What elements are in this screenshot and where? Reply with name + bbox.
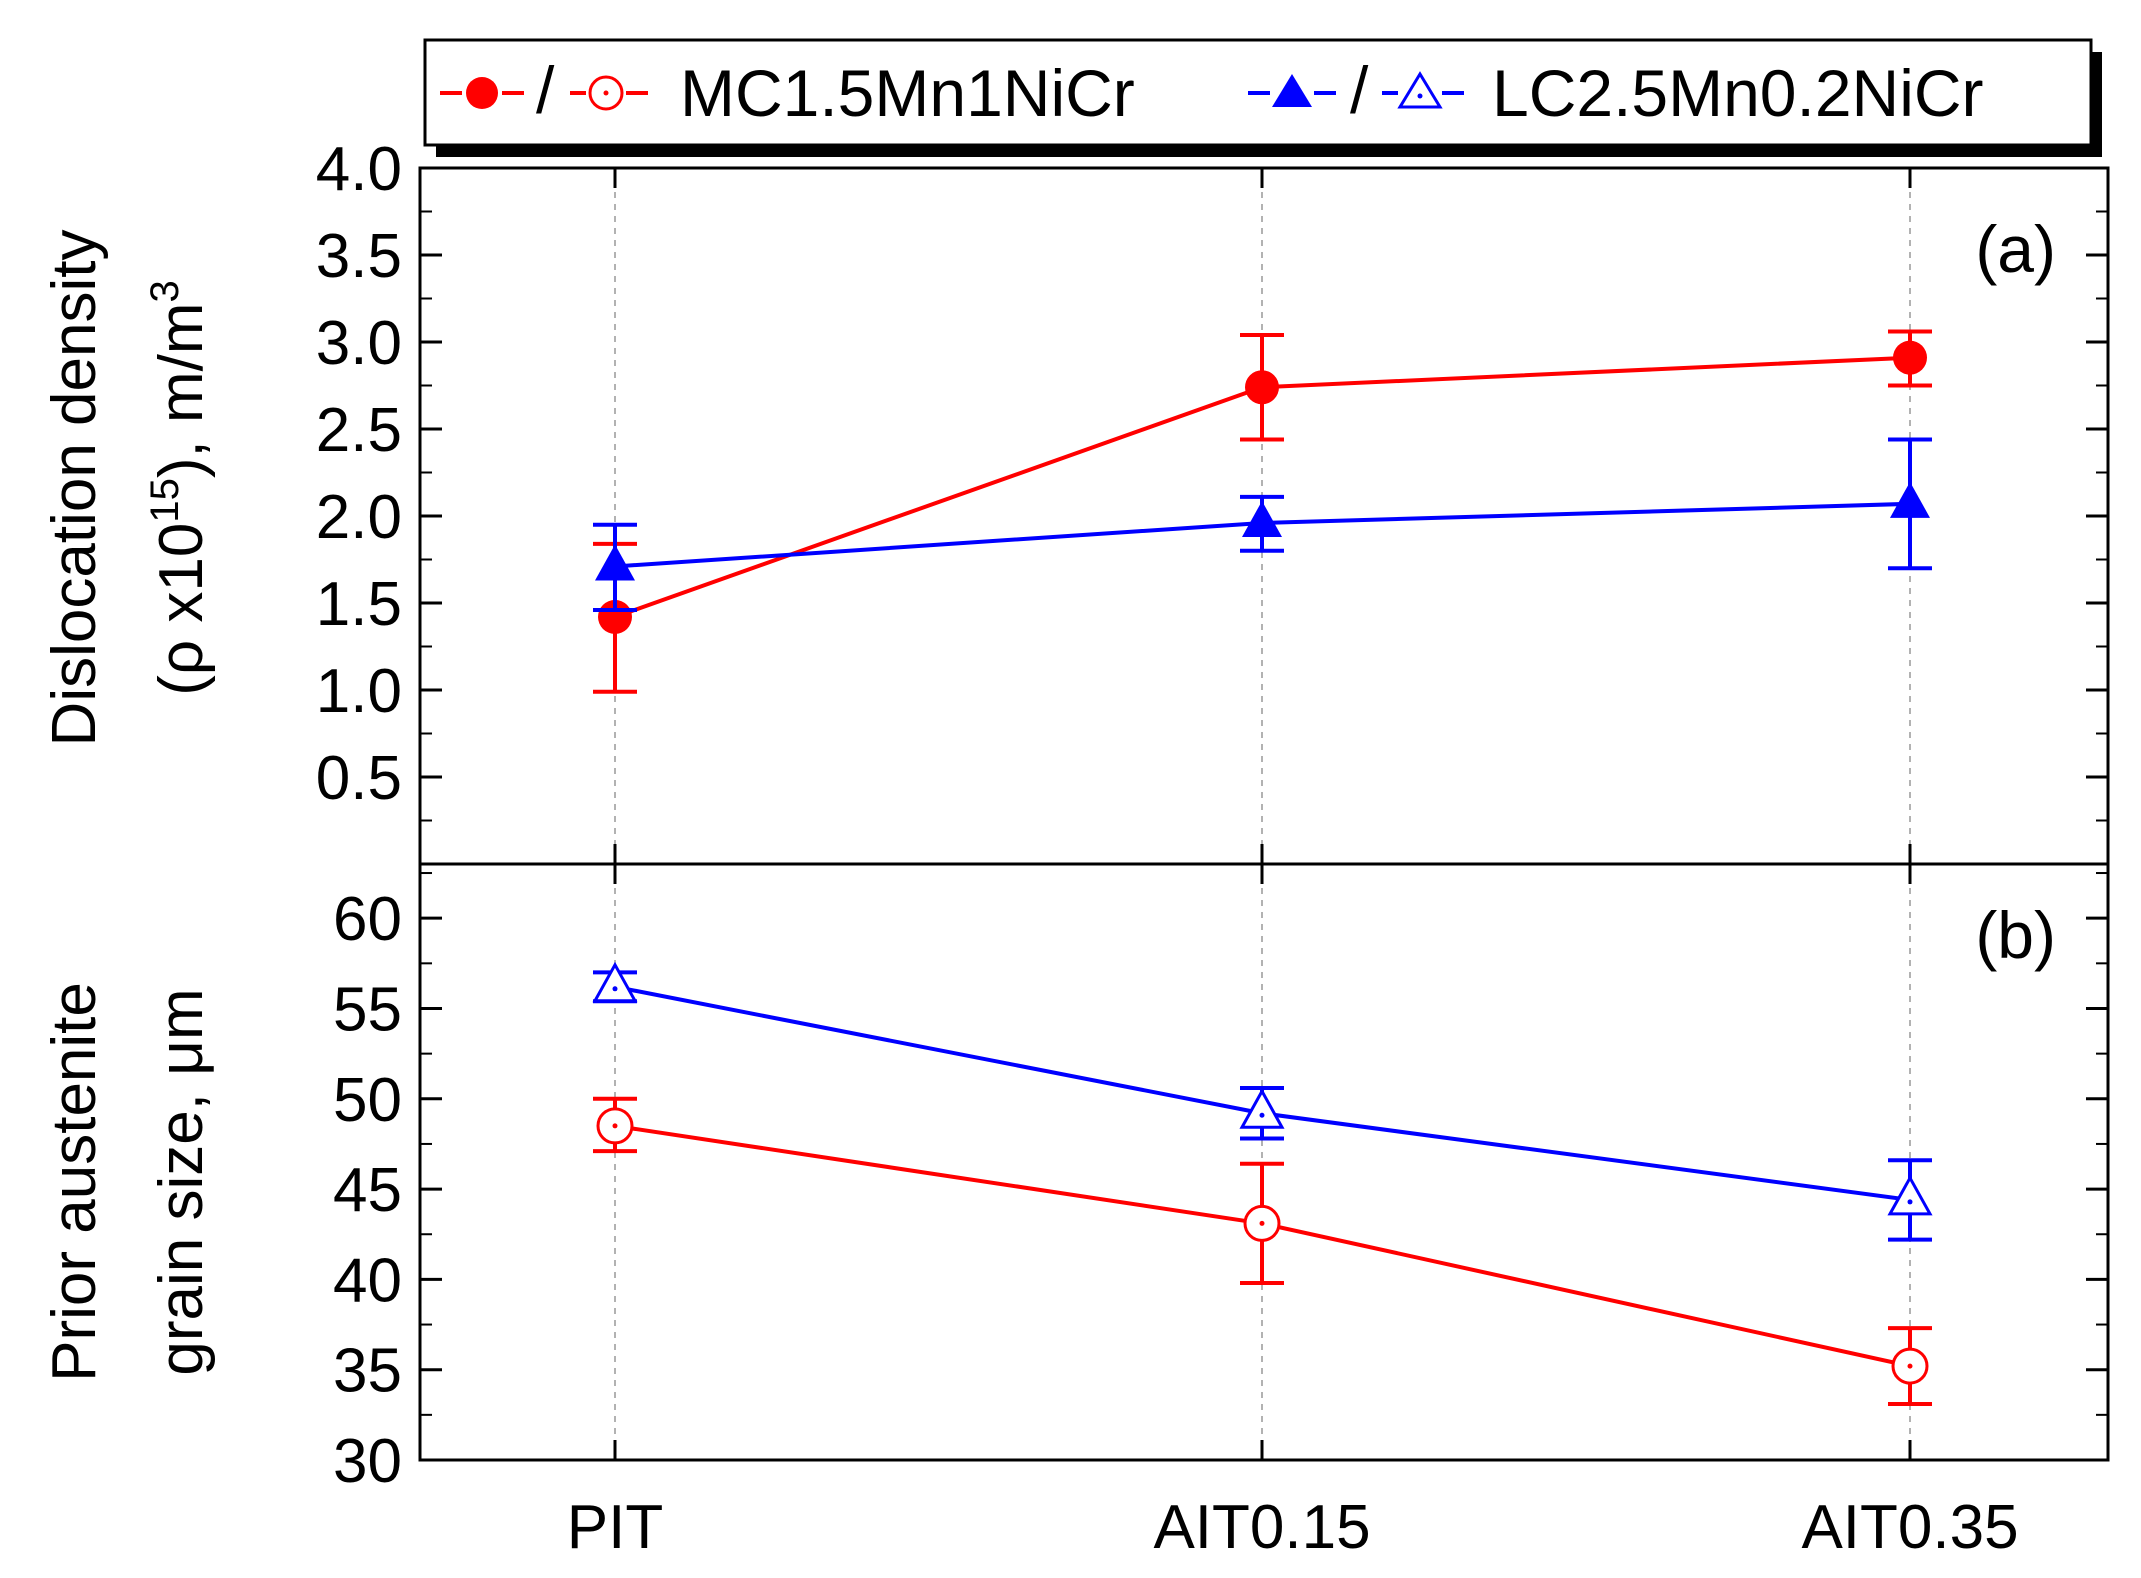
panel-b-ylabel-line1: Prior austenite bbox=[40, 982, 109, 1382]
ytick-label-a-5: 3.0 bbox=[316, 309, 402, 378]
category-label-1: AIT0.15 bbox=[1153, 1493, 1370, 1562]
ytick-label-a-4: 2.5 bbox=[316, 396, 402, 465]
ytick-label-b-1: 35 bbox=[333, 1337, 402, 1406]
ytick-label-a-7: 4.0 bbox=[316, 135, 402, 204]
data-point-b-1-0 bbox=[592, 961, 638, 1003]
legend-lc-symbol bbox=[1248, 71, 1464, 109]
ytick-label-b-0: 30 bbox=[333, 1427, 402, 1496]
series-b-0 bbox=[593, 1096, 1932, 1407]
data-point-a-1-1 bbox=[1242, 500, 1282, 537]
ytick-label-a-1: 1.0 bbox=[316, 657, 402, 726]
panel-b-ylabel: Prior austenite grain size, μm bbox=[40, 982, 216, 1382]
ytick-label-a-3: 2.0 bbox=[316, 483, 402, 552]
legend-lc-separator: / bbox=[1350, 53, 1369, 127]
panel-a: (a) 0.5 1.0 1.5 2.0 2.5 3.0 3.5 4.0 Dislocation… bbox=[40, 135, 2110, 866]
ytick-label-a-0: 0.5 bbox=[316, 744, 402, 813]
data-point-b-1-2-dot bbox=[1907, 1199, 1913, 1205]
data-point-b-1-1-dot bbox=[1259, 1112, 1265, 1118]
data-point-b-0-0-dot bbox=[612, 1123, 618, 1129]
data-point-b-0-1-dot bbox=[1259, 1220, 1265, 1226]
data-point-b-1-1 bbox=[1239, 1088, 1285, 1129]
ytick-label-a-6: 3.5 bbox=[316, 222, 402, 291]
legend-mc-symbol bbox=[440, 75, 648, 111]
panel-b-ticks: 30 35 40 45 50 55 60 bbox=[333, 864, 2108, 1496]
panel-b: (b) 30 35 40 45 50 55 60 Prior austenite grain… bbox=[40, 862, 2110, 1496]
filled-triangle-icon bbox=[1272, 74, 1312, 107]
panel-a-ticks: 0.5 1.0 1.5 2.0 2.5 3.0 3.5 4.0 bbox=[316, 135, 2108, 864]
category-label-0: PIT bbox=[567, 1493, 663, 1562]
data-point-a-1-2 bbox=[1890, 481, 1930, 518]
legend-lc-label: LC2.5Mn0.2NiCr bbox=[1492, 56, 1984, 130]
panel-a-ylabel-line2: (ρ x1015), m/m3 bbox=[143, 280, 216, 695]
ytick-label-b-4: 50 bbox=[333, 1066, 402, 1135]
series-a-0 bbox=[593, 329, 1932, 694]
series-b-1 bbox=[592, 961, 1933, 1242]
data-point-b-1-0-dot bbox=[612, 986, 618, 992]
panel-a-series bbox=[593, 329, 1932, 694]
panel-a-label: (a) bbox=[1975, 212, 2056, 286]
ytick-label-b-2: 40 bbox=[333, 1246, 402, 1315]
ytick-label-a-2: 1.5 bbox=[316, 570, 402, 639]
filled-circle-icon bbox=[466, 77, 498, 109]
data-point-a-1-0 bbox=[595, 544, 635, 581]
ytick-label-b-5: 55 bbox=[333, 975, 402, 1044]
series-a-1 bbox=[593, 437, 1932, 612]
data-point-b-1-2 bbox=[1887, 1174, 1933, 1216]
legend-mc-separator: / bbox=[536, 53, 555, 127]
panel-a-ylabel: Dislocation density (ρ x1015), m/m3 bbox=[40, 230, 216, 747]
panel-b-ylabel-line2: grain size, μm bbox=[147, 988, 216, 1375]
panel-b-series bbox=[592, 961, 1933, 1407]
open-triangle-icon bbox=[1397, 71, 1443, 109]
ytick-label-b-3: 45 bbox=[333, 1156, 402, 1225]
legend: / MC1.5Mn1NiCr / LC2.5Mn0.2NiCr bbox=[423, 38, 2102, 157]
data-point-b-0-2-dot bbox=[1907, 1363, 1913, 1369]
panel-a-ylabel-line1: Dislocation density bbox=[40, 230, 109, 747]
ytick-label-b-6: 60 bbox=[333, 885, 402, 954]
panel-b-label: (b) bbox=[1975, 898, 2056, 972]
x-axis-category-labels: PIT AIT0.15 AIT0.35 bbox=[567, 1493, 2019, 1562]
panel-b-frame bbox=[418, 862, 2110, 1462]
legend-mc-label: MC1.5Mn1NiCr bbox=[680, 56, 1135, 130]
data-point-a-0-2 bbox=[1893, 340, 1927, 375]
category-label-2: AIT0.35 bbox=[1801, 1493, 2018, 1562]
data-point-a-0-1 bbox=[1245, 370, 1279, 405]
